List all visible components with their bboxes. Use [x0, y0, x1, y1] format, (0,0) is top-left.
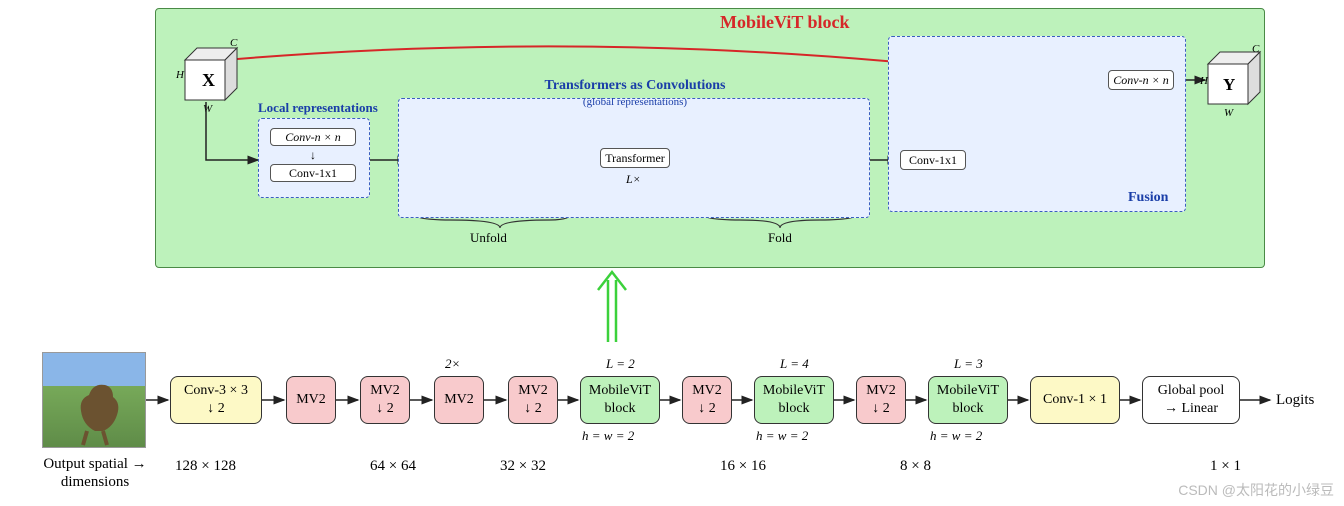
top-mvit1: L = 2: [606, 356, 635, 372]
conv-nn: Conv-n × n: [270, 128, 356, 146]
top-mvit3: L = 3: [954, 356, 983, 372]
dim-4: 8 × 8: [900, 458, 931, 475]
dim-2: 32 × 32: [500, 458, 546, 475]
pipeline-mvit1: MobileViTblock: [580, 376, 660, 424]
fusion-title: Fusion: [1128, 190, 1168, 206]
pipeline-mv2e: MV2↓ 2: [682, 376, 732, 424]
conv-1x1-local: Conv-1x1: [270, 164, 356, 182]
top-mv2c: 2×: [445, 356, 460, 372]
input-image: [42, 352, 146, 448]
L-times: L×: [626, 172, 641, 187]
dim-3: 16 × 16: [720, 458, 766, 475]
dim-1: 64 × 64: [370, 458, 416, 475]
unfold-label: Unfold: [470, 230, 507, 246]
bot-mvit3: h = w = 2: [930, 428, 982, 444]
logits-label: Logits: [1276, 392, 1314, 409]
bot-mvit2: h = w = 2: [756, 428, 808, 444]
transformer-op: Transformer: [600, 148, 670, 168]
dim-0: 128 × 128: [175, 458, 236, 475]
fold-label: Fold: [768, 230, 792, 246]
pipeline-mv2d: MV2↓ 2: [508, 376, 558, 424]
fusion-convnn: Conv-n × n: [1108, 70, 1174, 90]
fusion-box: [888, 36, 1186, 212]
bot-mvit1: h = w = 2: [582, 428, 634, 444]
watermark: CSDN @太阳花的小绿豆: [1178, 480, 1334, 500]
pipeline-conv33: Conv-3 × 3↓ 2: [170, 376, 262, 424]
pipeline-mvit3: MobileViTblock: [928, 376, 1008, 424]
fusion-conv1x1: Conv-1x1: [900, 150, 966, 170]
pipeline-mv2f: MV2↓ 2: [856, 376, 906, 424]
dim-label: Output spatial →dimensions: [40, 455, 150, 491]
trans-sub: (global representations): [583, 96, 687, 108]
panel-title: MobileViT block: [720, 12, 850, 33]
pipeline-mv2a: MV2: [286, 376, 336, 424]
pipeline-conv11: Conv-1 × 1: [1030, 376, 1120, 424]
top-mvit2: L = 4: [780, 356, 809, 372]
dim-5: 1 × 1: [1210, 458, 1241, 475]
local-rep-title: Local representations: [258, 100, 378, 116]
down-arrow: ↓: [310, 148, 316, 163]
pipeline-gpool: Global pool→ Linear: [1142, 376, 1240, 424]
pipeline-mvit2: MobileViTblock: [754, 376, 834, 424]
transformers-title: Transformers as Convolutions (global rep…: [490, 78, 780, 110]
pipeline-mv2c: MV2: [434, 376, 484, 424]
pipeline-mv2b: MV2↓ 2: [360, 376, 410, 424]
trans-title-text: Transformers as Convolutions: [545, 78, 726, 93]
